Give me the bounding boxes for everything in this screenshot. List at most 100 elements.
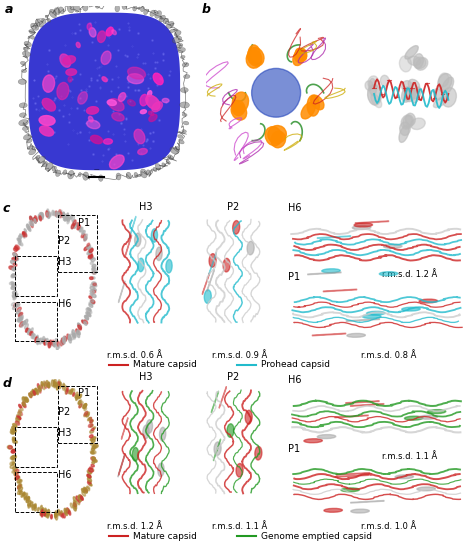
Ellipse shape: [17, 414, 21, 419]
Ellipse shape: [18, 490, 21, 494]
Ellipse shape: [90, 430, 94, 433]
Ellipse shape: [33, 334, 35, 339]
Ellipse shape: [86, 487, 90, 491]
Text: P2: P2: [228, 372, 239, 382]
Ellipse shape: [79, 394, 82, 398]
Ellipse shape: [148, 111, 154, 115]
Ellipse shape: [38, 156, 46, 163]
Ellipse shape: [77, 225, 80, 230]
Ellipse shape: [223, 258, 230, 272]
Ellipse shape: [91, 284, 94, 287]
Ellipse shape: [24, 229, 27, 232]
Ellipse shape: [55, 170, 61, 176]
Ellipse shape: [92, 459, 95, 462]
Ellipse shape: [138, 258, 144, 272]
Ellipse shape: [128, 100, 136, 106]
Ellipse shape: [19, 315, 23, 320]
Ellipse shape: [231, 102, 246, 120]
Ellipse shape: [92, 271, 96, 274]
Ellipse shape: [29, 222, 31, 225]
Ellipse shape: [58, 382, 60, 387]
Ellipse shape: [89, 304, 93, 307]
Ellipse shape: [400, 56, 411, 72]
Ellipse shape: [128, 67, 146, 79]
Ellipse shape: [19, 113, 27, 117]
Ellipse shape: [52, 210, 54, 215]
Text: H3: H3: [139, 372, 153, 382]
Ellipse shape: [227, 424, 234, 437]
Ellipse shape: [182, 114, 187, 116]
Ellipse shape: [92, 290, 96, 293]
Ellipse shape: [15, 476, 19, 480]
Ellipse shape: [64, 509, 66, 514]
Ellipse shape: [13, 468, 18, 472]
Ellipse shape: [16, 417, 18, 420]
Ellipse shape: [42, 339, 44, 343]
Ellipse shape: [24, 493, 27, 499]
Ellipse shape: [72, 388, 75, 395]
Ellipse shape: [411, 90, 418, 99]
Ellipse shape: [80, 227, 83, 232]
Ellipse shape: [84, 488, 87, 491]
Ellipse shape: [40, 213, 43, 219]
Ellipse shape: [76, 42, 80, 47]
Text: Prohead capsid: Prohead capsid: [261, 360, 330, 369]
Ellipse shape: [22, 321, 25, 326]
Ellipse shape: [50, 340, 52, 345]
Ellipse shape: [72, 332, 74, 336]
Ellipse shape: [87, 474, 91, 478]
Ellipse shape: [55, 339, 57, 344]
Ellipse shape: [39, 386, 42, 391]
Ellipse shape: [22, 402, 26, 408]
Ellipse shape: [39, 213, 42, 219]
Ellipse shape: [60, 212, 62, 218]
Ellipse shape: [89, 255, 92, 257]
Ellipse shape: [18, 239, 21, 242]
Ellipse shape: [27, 146, 32, 150]
Ellipse shape: [74, 223, 77, 228]
Ellipse shape: [91, 136, 102, 144]
Ellipse shape: [63, 513, 65, 518]
Ellipse shape: [83, 403, 87, 408]
Ellipse shape: [363, 315, 381, 318]
Ellipse shape: [271, 131, 285, 148]
Ellipse shape: [22, 492, 25, 496]
Ellipse shape: [43, 383, 45, 390]
Ellipse shape: [88, 482, 91, 485]
Ellipse shape: [414, 57, 426, 68]
Ellipse shape: [90, 467, 93, 469]
Ellipse shape: [402, 307, 420, 311]
Text: P1: P1: [288, 444, 300, 454]
Ellipse shape: [232, 100, 245, 116]
Ellipse shape: [30, 502, 33, 506]
Ellipse shape: [17, 477, 20, 479]
Ellipse shape: [401, 115, 414, 129]
Ellipse shape: [30, 216, 33, 222]
Ellipse shape: [12, 426, 15, 429]
Ellipse shape: [46, 209, 49, 215]
Ellipse shape: [87, 120, 100, 129]
Ellipse shape: [54, 379, 56, 386]
Text: r.m.s.d. 0.9 Å: r.m.s.d. 0.9 Å: [212, 351, 267, 360]
Ellipse shape: [73, 219, 74, 223]
Ellipse shape: [18, 242, 21, 245]
Ellipse shape: [49, 341, 51, 345]
Ellipse shape: [35, 339, 37, 343]
Ellipse shape: [44, 341, 46, 345]
Ellipse shape: [13, 298, 16, 300]
Ellipse shape: [15, 476, 18, 479]
Ellipse shape: [73, 497, 76, 502]
Ellipse shape: [56, 345, 58, 350]
Ellipse shape: [233, 220, 240, 234]
Ellipse shape: [79, 400, 82, 404]
Ellipse shape: [75, 395, 78, 398]
Ellipse shape: [31, 332, 33, 336]
Ellipse shape: [174, 31, 181, 36]
Ellipse shape: [24, 494, 27, 498]
Ellipse shape: [58, 510, 60, 516]
Text: H6: H6: [58, 299, 72, 309]
Bar: [15, 427, 57, 467]
Ellipse shape: [322, 269, 340, 273]
Ellipse shape: [19, 491, 22, 495]
Ellipse shape: [17, 307, 21, 311]
